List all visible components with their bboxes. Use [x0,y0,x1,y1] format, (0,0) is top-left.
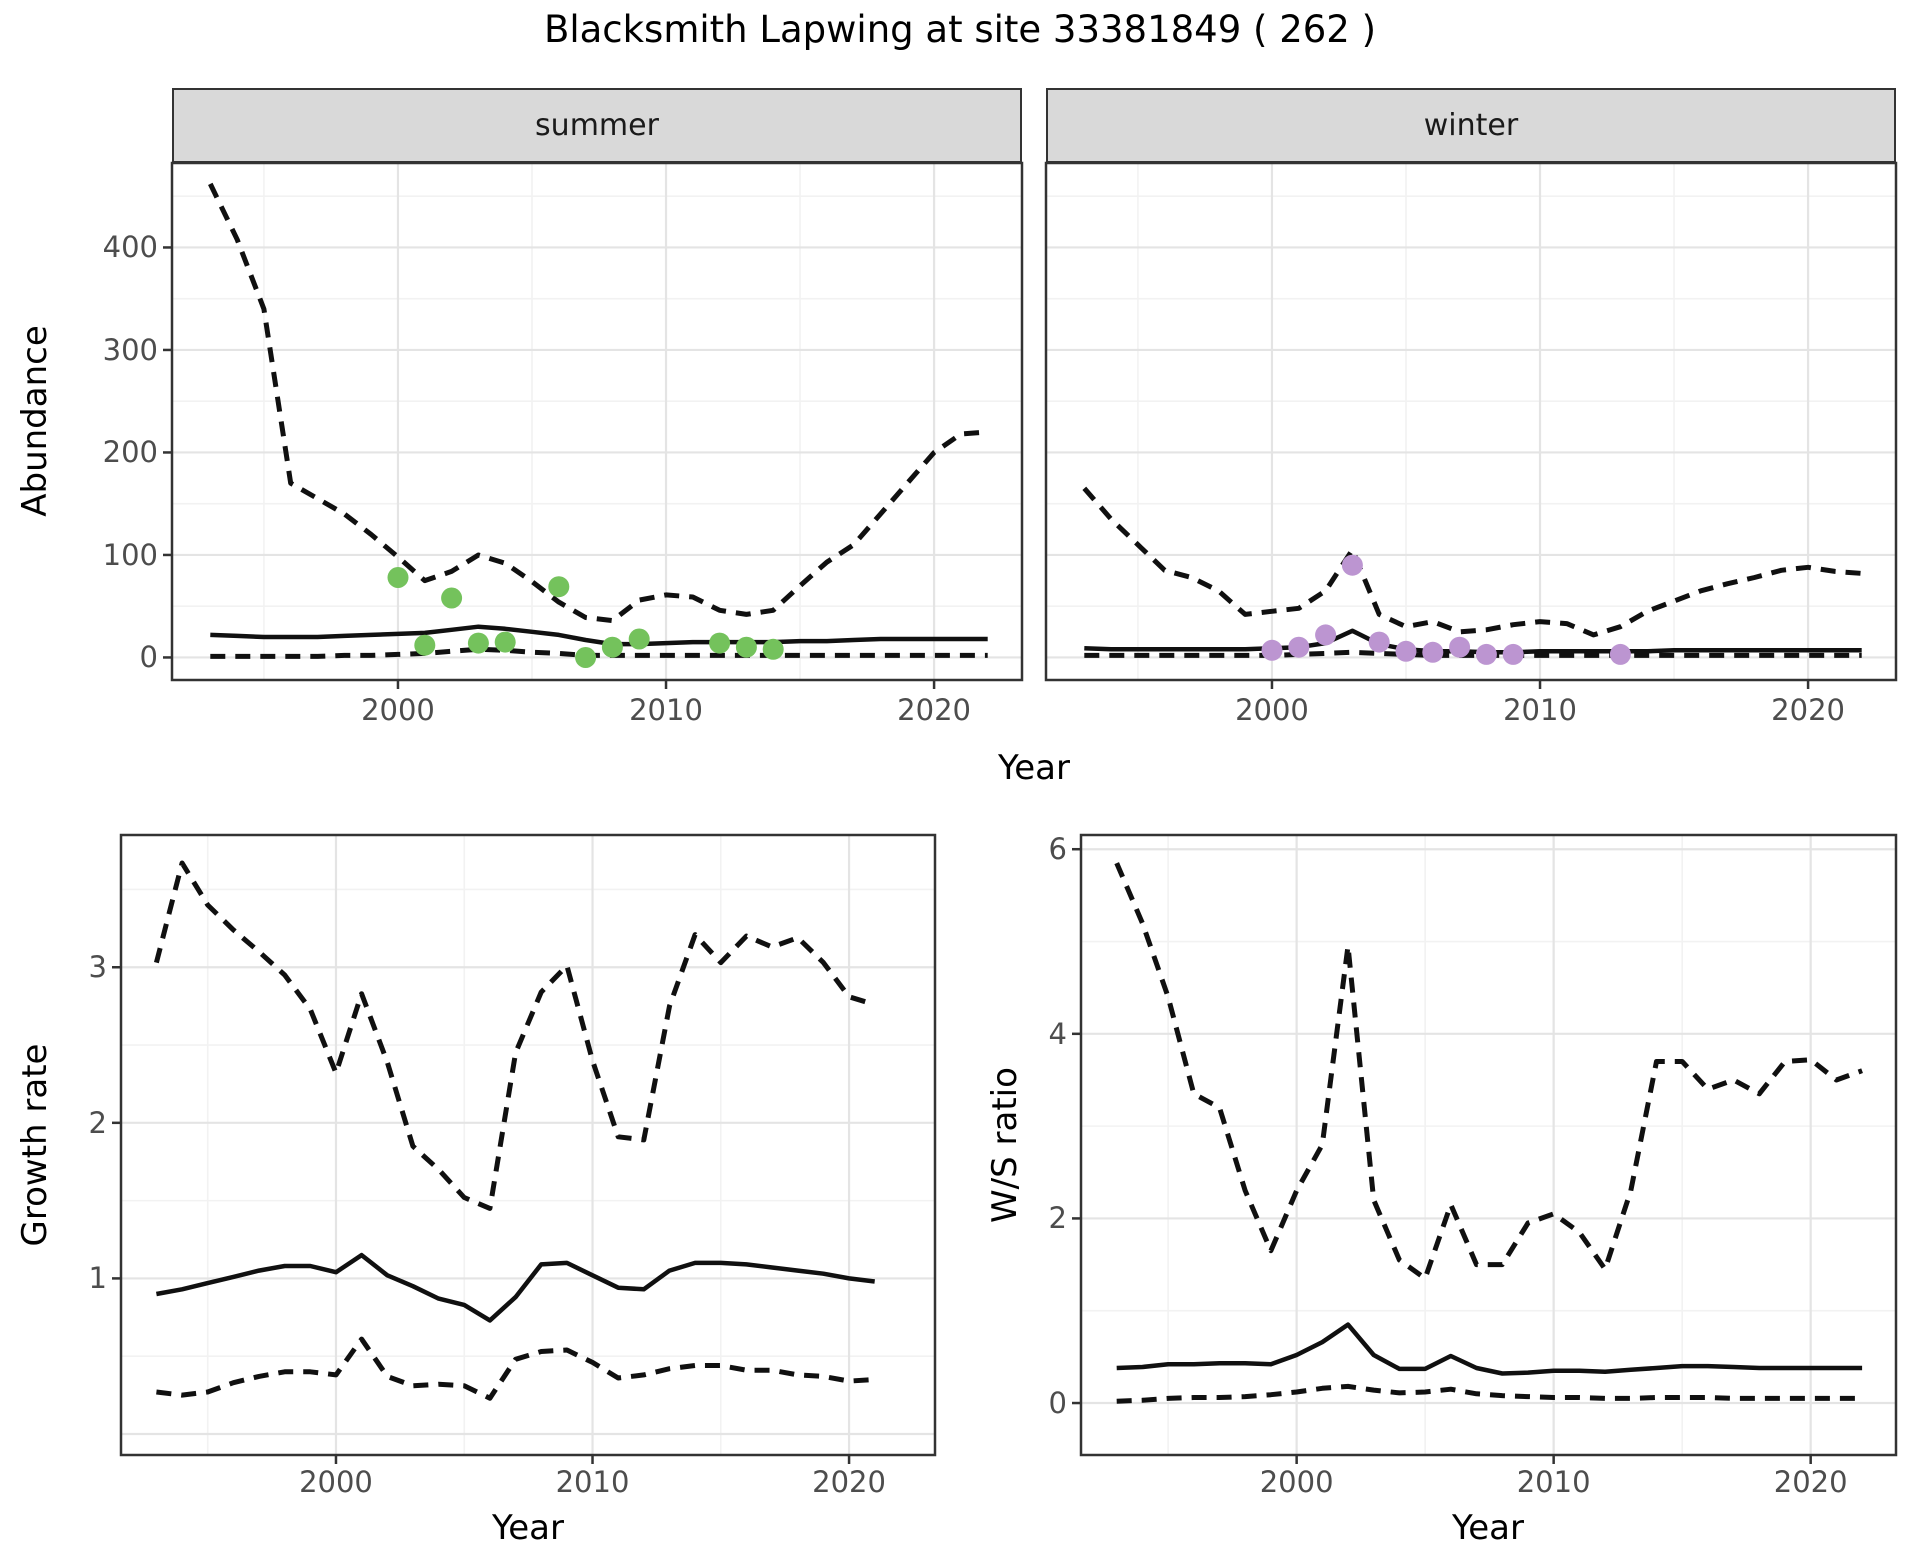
x-tick-label: 2010 [1516,1465,1591,1499]
observed_count-point [1341,554,1363,576]
panel-border-ws_ratio [1079,833,1898,1457]
y-tick-label: 400 [102,230,158,265]
y-tick-label: 1 [88,1261,107,1296]
observed_count-point [1475,643,1497,665]
series-lower_95CI-line [1116,1383,1863,1404]
series-upper_95CI-line [1114,862,1863,1281]
series-lower_95CI-line [1084,649,1862,658]
x-tick-label: 2020 [1773,1465,1848,1499]
observed_count-point [709,632,731,654]
observed_count-point [467,632,489,654]
y-tick-label: 300 [102,332,158,367]
x-tick-label: 2020 [897,693,971,727]
x-tick-label: 2000 [299,1465,373,1499]
observed_count-point [387,567,409,588]
observed_count-point [1609,643,1631,665]
series-lower_95CI-line [210,646,988,659]
x-axis-title-year-top: Year [998,748,1070,788]
observed_count-point [1395,640,1417,662]
facet-strip-label: summer [535,108,659,143]
y-tick-label: 100 [102,537,158,572]
x-tick-label: 2000 [1235,693,1309,727]
x-tick-label: 2020 [812,1465,886,1499]
series-median-line [155,1252,875,1323]
observed_count-point [548,576,570,598]
observed_count-point [762,638,784,660]
x-tick-label: 2020 [1771,693,1845,727]
observed_count-point [1368,631,1390,653]
series-median-line [1084,628,1862,655]
y-tick-label: 6 [1048,832,1067,867]
x-tick-label: 2000 [361,693,435,727]
observed_count-point [1261,639,1283,661]
y-tick-label: 200 [102,435,158,470]
observed_count-point [414,634,436,656]
observed_count-point [1449,636,1471,658]
y-tick-label: 2 [88,1105,107,1140]
observed_count-point [494,631,516,653]
series-median-line [1116,1322,1863,1376]
observed_count-point [735,636,757,658]
panel-border-abundance_winter [1044,161,1898,682]
panel-border-growth_rate [119,833,937,1457]
page-title: Blacksmith Lapwing at site 33381849 ( 26… [543,8,1377,51]
series-median-line [210,624,988,647]
x-axis-title-year-bottom-right: Year [1452,1508,1524,1548]
observed_count-point [628,628,650,650]
y-tick-label: 0 [139,640,158,675]
observed_count-point [1502,643,1524,665]
panel-border-abundance_summer [170,161,1024,682]
facet-strip-label: winter [1423,108,1519,143]
x-tick-label: 2010 [1503,693,1577,727]
observed_count-point [441,587,463,609]
series-lower_95CI-line [156,1336,875,1401]
y-tick-label: 3 [88,950,107,985]
series-upper_95CI-line [153,860,876,1211]
observed_count-point [575,647,597,668]
facet-strip-winter: winter [1046,88,1896,163]
x-tick-label: 2010 [629,693,703,727]
facet-strip-summer: summer [172,88,1022,163]
y-tick-label: 2 [1048,1201,1067,1236]
y-axis-title-ws-ratio: W/S ratio [985,1067,1025,1223]
y-tick-label: 0 [1048,1386,1067,1421]
x-axis-title-year-bottom-left: Year [492,1508,564,1548]
observed_count-point [1288,636,1310,658]
series-upper_95CI-line [1082,486,1862,638]
observed_count-point [1422,641,1444,663]
x-tick-label: 2000 [1259,1465,1334,1499]
series-upper_95CI-line [208,182,988,624]
observed_count-point [1315,624,1337,646]
y-tick-label: 4 [1048,1016,1067,1051]
observed_count-point [601,636,623,658]
x-tick-label: 2010 [555,1465,630,1499]
